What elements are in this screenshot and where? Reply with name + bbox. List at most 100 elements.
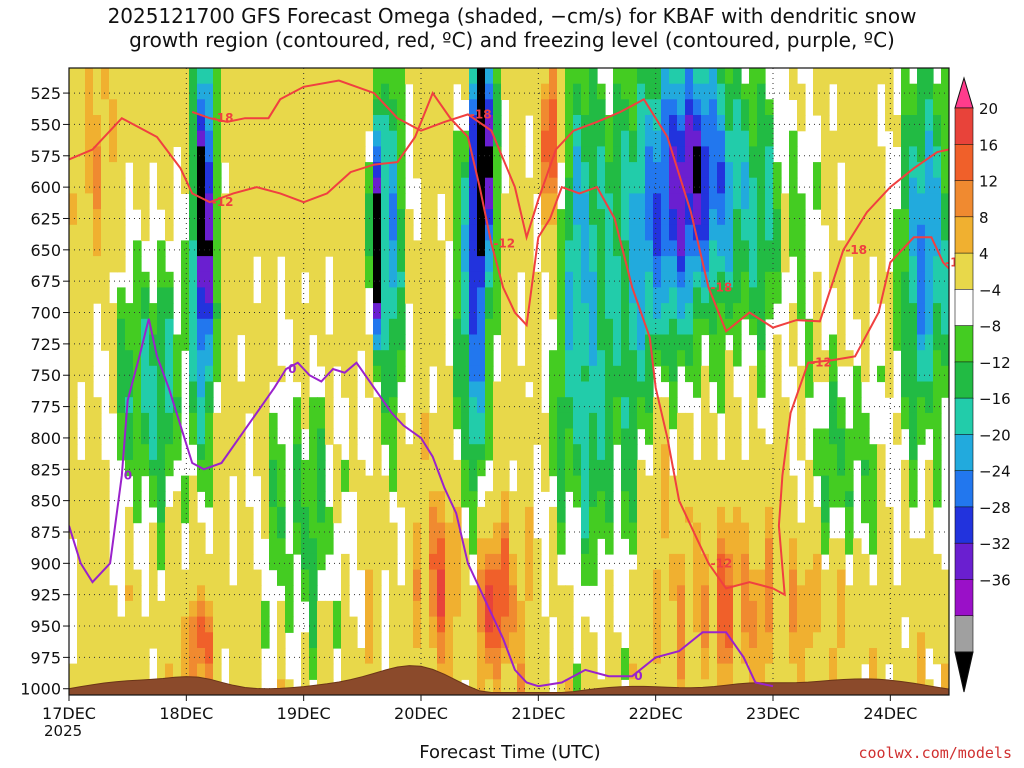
omega-cell [269, 444, 278, 461]
omega-cell [149, 459, 158, 477]
omega-cell [389, 569, 398, 586]
omega-cell [325, 193, 334, 210]
omega-cell [285, 616, 294, 633]
omega-cell [717, 256, 726, 273]
omega-cell [221, 99, 230, 116]
omega-cell [213, 506, 222, 524]
omega-cell [813, 648, 822, 665]
omega-cell [421, 115, 430, 132]
omega-cell [141, 632, 150, 649]
omega-cell [133, 177, 142, 194]
omega-cell [573, 193, 582, 210]
omega-cell [573, 381, 582, 398]
omega-cell [573, 271, 582, 289]
omega-cell [341, 68, 350, 85]
omega-cell [189, 68, 198, 85]
omega-cell [365, 663, 374, 680]
omega-cell [757, 177, 766, 194]
omega-cell [933, 585, 942, 602]
omega-cell [909, 162, 918, 179]
omega-cell [421, 397, 430, 414]
omega-cell [741, 83, 750, 100]
omega-cell [837, 428, 846, 445]
omega-cell [149, 397, 158, 414]
omega-cell [261, 224, 270, 242]
omega-cell [933, 224, 942, 242]
omega-cell [365, 271, 374, 289]
omega-cell [709, 632, 718, 649]
omega-cell [725, 130, 734, 147]
omega-cell [717, 334, 726, 351]
omega-cell [261, 68, 270, 85]
omega-cell [413, 271, 422, 289]
omega-cell [189, 585, 198, 602]
omega-cell [629, 569, 638, 586]
omega-cell [853, 115, 862, 132]
omega-cell [813, 585, 822, 602]
omega-cell [261, 444, 270, 461]
omega-cell [301, 68, 310, 85]
omega-cell [397, 428, 406, 445]
omega-cell [605, 350, 614, 367]
omega-cell [565, 663, 574, 680]
omega-cell [157, 162, 166, 179]
omega-cell [85, 271, 94, 289]
omega-cell [893, 287, 902, 304]
omega-cell [909, 193, 918, 210]
omega-cell [269, 522, 278, 539]
omega-cell [597, 287, 606, 304]
omega-cell [213, 444, 222, 461]
omega-cell [101, 491, 110, 508]
omega-cell [469, 679, 478, 695]
omega-cell [845, 99, 854, 116]
omega-cell [917, 553, 926, 571]
omega-cell [669, 585, 678, 602]
omega-cell [757, 209, 766, 226]
omega-cell [533, 303, 542, 320]
omega-cell [429, 83, 438, 100]
y-tick-label: 700 [30, 304, 61, 323]
omega-cell [805, 663, 814, 680]
omega-cell [557, 381, 566, 398]
omega-cell [157, 648, 166, 665]
omega-cell [621, 303, 630, 320]
omega-cell [277, 240, 286, 257]
omega-cell [85, 365, 94, 383]
omega-cell [165, 538, 174, 555]
omega-cell [509, 271, 518, 289]
omega-cell [101, 256, 110, 273]
omega-cell [253, 663, 262, 680]
omega-cell [749, 303, 758, 320]
omega-cell [653, 287, 662, 304]
omega-cell [445, 130, 454, 147]
omega-cell [317, 663, 326, 680]
omega-cell [101, 506, 110, 524]
omega-cell [621, 397, 630, 414]
omega-cell [141, 397, 150, 414]
omega-cell [501, 648, 510, 665]
omega-cell [261, 209, 270, 226]
contour-label: 0 [288, 362, 296, 376]
omega-cell [165, 648, 174, 665]
omega-cell [205, 130, 214, 147]
omega-cell [733, 569, 742, 586]
omega-cell [653, 162, 662, 179]
omega-cell [453, 240, 462, 257]
omega-cell [429, 459, 438, 477]
omega-cell [237, 444, 246, 461]
omega-cell [749, 663, 758, 680]
omega-cell [453, 334, 462, 351]
omega-cell [253, 177, 262, 194]
omega-cell [493, 538, 502, 555]
omega-cell [525, 318, 534, 336]
omega-cell [597, 491, 606, 508]
omega-cell [373, 522, 382, 539]
chart-title-line1: 2025121700 GFS Forecast Omega (shaded, −… [107, 4, 917, 28]
omega-cell [805, 350, 814, 367]
omega-cell [549, 287, 558, 304]
omega-cell [557, 412, 566, 430]
omega-cell [685, 162, 694, 179]
omega-cell [173, 663, 182, 680]
omega-cell [525, 569, 534, 586]
omega-cell [661, 240, 670, 257]
